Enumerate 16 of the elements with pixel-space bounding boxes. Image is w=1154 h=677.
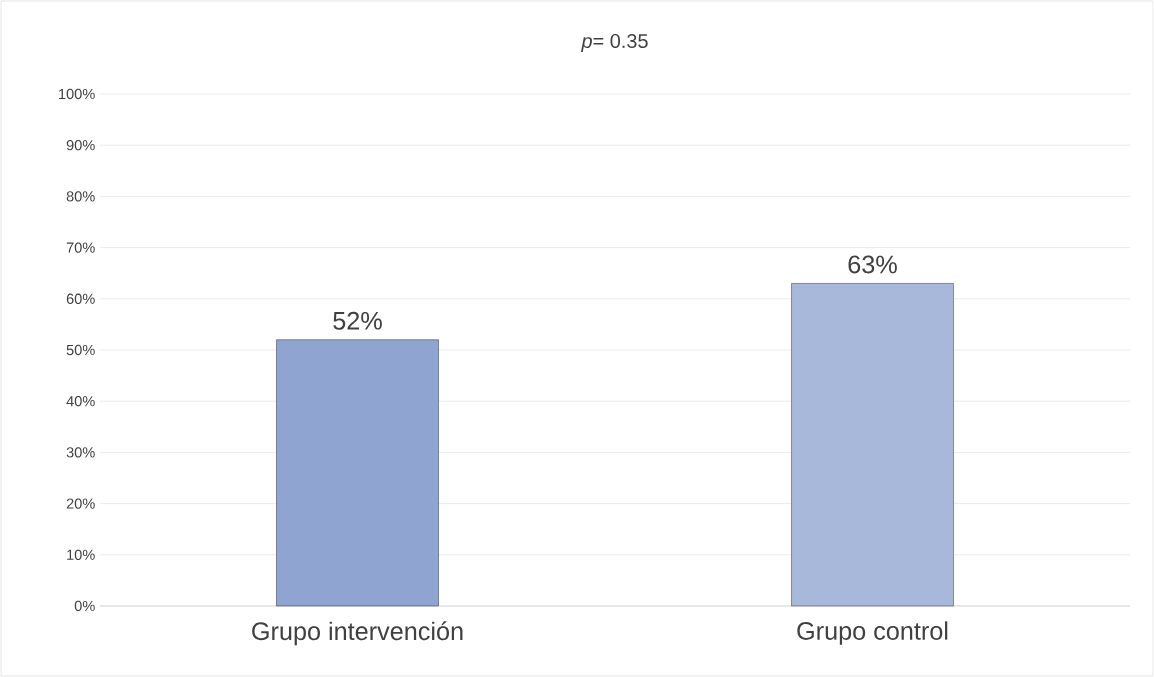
y-tick-label: 50%	[66, 344, 95, 356]
data-label: 63%	[848, 255, 897, 274]
y-tick-label: 10%	[67, 549, 95, 560]
y-tick-label: 70%	[66, 242, 95, 253]
x-tick-label: Grupo intervención	[252, 621, 463, 646]
chart-title: p= 0.35	[581, 33, 648, 52]
y-tick-label: 100%	[59, 88, 95, 100]
y-tick-label: 20%	[66, 498, 95, 509]
y-tick-label: 30%	[66, 447, 95, 458]
data-label: 52%	[333, 311, 382, 330]
x-tick-label: Grupo control	[797, 621, 948, 645]
y-tick-label: 60%	[66, 293, 95, 304]
y-tick-label: 0%	[74, 600, 95, 612]
y-tick-label: 90%	[66, 140, 95, 151]
y-tick-label: 80%	[66, 191, 95, 202]
y-tick-label: 40%	[66, 396, 95, 407]
